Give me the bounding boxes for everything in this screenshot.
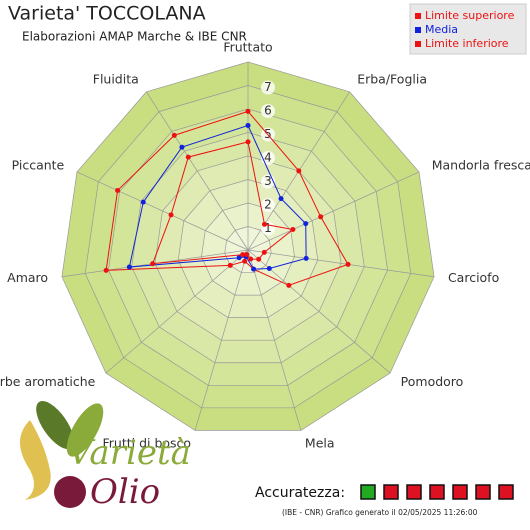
- accuracy-label: Accuratezza:: [255, 485, 345, 501]
- spoke: [247, 249, 302, 431]
- chart-title: Varieta' TOCCOLANA: [8, 3, 206, 25]
- axis-label: Mandorla fresca: [432, 158, 530, 173]
- data-point: [262, 221, 268, 227]
- legend-label: Limite inferiore: [425, 37, 509, 50]
- accuracy-box: [429, 484, 445, 500]
- data-point: [290, 226, 296, 232]
- legend-swatch: [415, 41, 421, 47]
- logo-leaf: [66, 403, 104, 457]
- accuracy-box: [406, 484, 422, 500]
- spoke: [247, 249, 391, 374]
- data-point: [126, 264, 132, 270]
- data-point: [256, 256, 262, 262]
- data-point: [266, 265, 272, 271]
- data-point: [261, 249, 267, 255]
- accuracy-boxes: [360, 484, 514, 500]
- data-point: [251, 266, 257, 272]
- logo-olive: [54, 476, 86, 508]
- data-point: [171, 132, 177, 138]
- axis-label: Fluidita: [93, 72, 139, 87]
- data-point: [345, 261, 351, 267]
- series-line: [128, 124, 307, 270]
- legend-box: [409, 3, 527, 55]
- data-point: [245, 108, 251, 114]
- data-point: [236, 255, 242, 261]
- data-point: [248, 256, 254, 262]
- accuracy-box: [498, 484, 514, 500]
- data-point: [303, 221, 309, 227]
- axis-label: Mela: [305, 435, 335, 450]
- accuracy-box: [360, 484, 376, 500]
- radar-plot: [103, 108, 351, 288]
- tick-label: 2: [264, 198, 272, 212]
- axis-label: Pomodoro: [401, 374, 464, 389]
- spoke: [247, 249, 435, 278]
- tick-label: 7: [264, 80, 272, 94]
- axis-label: Fruttato: [223, 40, 272, 55]
- tick-label: 1: [264, 221, 272, 235]
- data-point: [103, 267, 109, 273]
- axis-label: Erba/Foglia: [357, 72, 427, 87]
- data-point: [240, 252, 246, 258]
- data-point: [140, 199, 146, 205]
- legend-swatch: [415, 13, 421, 19]
- axis-label: Frutti di bosco: [102, 435, 191, 450]
- tick-halo: [261, 198, 275, 212]
- logo: Varietà Olio: [20, 401, 191, 512]
- tick-label: 3: [264, 174, 272, 188]
- data-point: [179, 144, 185, 150]
- tick-halo: [261, 80, 275, 95]
- tick-label: 5: [264, 127, 272, 141]
- accuracy-box: [383, 484, 399, 500]
- tick-label: 4: [264, 151, 272, 165]
- accuracy-box: [475, 484, 491, 500]
- series-line: [151, 141, 295, 265]
- logo-shape: [20, 420, 51, 500]
- spoke: [76, 171, 249, 251]
- footer-note: (IBE - CNR) Grafico generato il 02/05/20…: [282, 508, 478, 517]
- data-point: [278, 196, 284, 202]
- data-point: [303, 255, 309, 261]
- data-point: [286, 282, 292, 288]
- spoke: [105, 249, 249, 374]
- data-point: [242, 258, 248, 264]
- data-point: [296, 168, 302, 174]
- data-point: [318, 214, 324, 220]
- data-point: [244, 252, 250, 258]
- data-point: [185, 154, 191, 160]
- data-point: [168, 212, 174, 218]
- series-line: [105, 110, 349, 286]
- spoke: [194, 249, 249, 431]
- axis-label: Amaro: [7, 270, 48, 285]
- spoke: [146, 91, 249, 251]
- axis-label: Piccante: [12, 158, 65, 173]
- data-point: [227, 262, 233, 268]
- chart-subtitle: Elaborazioni AMAP Marche & IBE CNR: [22, 30, 247, 44]
- axis-label: Carciofo: [448, 270, 499, 285]
- tick-halo: [261, 104, 275, 118]
- data-point: [150, 261, 156, 267]
- accuracy-box: [452, 484, 468, 500]
- logo-leaf: [36, 401, 74, 449]
- spoke: [247, 171, 420, 251]
- axis-label: Erbe aromatiche: [0, 374, 96, 389]
- legend-swatch: [415, 27, 421, 33]
- data-point: [245, 122, 251, 128]
- logo-text: Olio: [90, 472, 160, 512]
- tick-label: 6: [264, 104, 272, 118]
- data-point: [115, 187, 121, 193]
- legend-label: Limite superiore: [425, 9, 515, 22]
- logo-text: Varietà: [68, 433, 191, 473]
- data-point: [245, 139, 251, 145]
- radar-grid: Fruttato Erba/Foglia Mandorla fresca Carcio…: [0, 40, 530, 451]
- legend-label: Media: [425, 23, 458, 36]
